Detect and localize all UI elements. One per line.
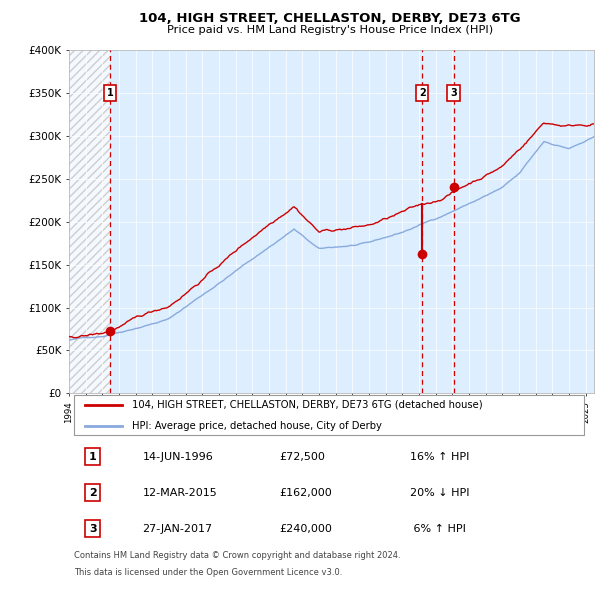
Text: £72,500: £72,500: [279, 451, 325, 461]
Text: This data is licensed under the Open Government Licence v3.0.: This data is licensed under the Open Gov…: [74, 568, 343, 577]
Text: 104, HIGH STREET, CHELLASTON, DERBY, DE73 6TG (detached house): 104, HIGH STREET, CHELLASTON, DERBY, DE7…: [132, 399, 482, 409]
Text: 2: 2: [89, 488, 97, 497]
Text: 14-JUN-1996: 14-JUN-1996: [143, 451, 213, 461]
Text: Price paid vs. HM Land Registry's House Price Index (HPI): Price paid vs. HM Land Registry's House …: [167, 25, 493, 35]
Text: £162,000: £162,000: [279, 488, 332, 497]
Text: 2: 2: [419, 88, 425, 98]
Text: 3: 3: [89, 524, 97, 534]
Text: 20% ↓ HPI: 20% ↓ HPI: [410, 488, 470, 497]
Text: 27-JAN-2017: 27-JAN-2017: [143, 524, 212, 534]
Text: £240,000: £240,000: [279, 524, 332, 534]
Text: 1: 1: [106, 88, 113, 98]
Text: 16% ↑ HPI: 16% ↑ HPI: [410, 451, 470, 461]
Text: 104, HIGH STREET, CHELLASTON, DERBY, DE73 6TG: 104, HIGH STREET, CHELLASTON, DERBY, DE7…: [139, 12, 521, 25]
Text: 1: 1: [89, 451, 97, 461]
FancyBboxPatch shape: [74, 395, 583, 435]
Text: HPI: Average price, detached house, City of Derby: HPI: Average price, detached house, City…: [132, 421, 382, 431]
Text: 6% ↑ HPI: 6% ↑ HPI: [410, 524, 466, 534]
Text: 12-MAR-2015: 12-MAR-2015: [143, 488, 217, 497]
Text: 3: 3: [450, 88, 457, 98]
Text: Contains HM Land Registry data © Crown copyright and database right 2024.: Contains HM Land Registry data © Crown c…: [74, 550, 401, 559]
